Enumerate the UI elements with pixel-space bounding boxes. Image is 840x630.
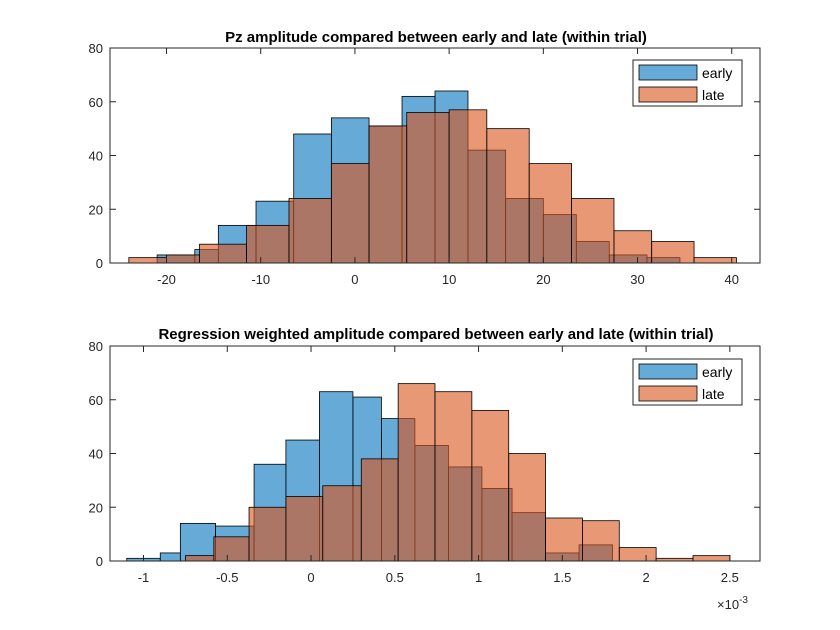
bottom-chart-title: Regression weighted amplitude compared b… [158,326,713,343]
top-bar-late-11 [571,198,615,264]
bottom-bar-late-5 [360,458,399,562]
bottom-histogram-axes: Regression weighted amplitude compared b… [89,326,761,612]
bottom-bar-late-9 [508,453,546,562]
bottom-y-tick-label: 60 [89,393,103,408]
top-y-tick-label: 20 [89,202,103,217]
bottom-legend-swatch-early [638,363,698,380]
bottom-x-tick-label: 0 [307,570,314,585]
top-x-tick-label: 30 [630,272,644,287]
bottom-legend-label-early: early [702,364,732,380]
top-y-tick-label: 0 [96,256,103,271]
bottom-bar-early-1 [159,552,181,562]
bottom-y-tick-label: 80 [89,339,103,354]
bottom-bar-late-3 [285,496,324,562]
bottom-y-tick-label: 40 [89,447,103,462]
bottom-bar-late-7 [434,391,473,562]
top-x-tick-label: 40 [725,272,739,287]
exponent-base: ×10 [717,597,739,612]
top-x-tick-label: -20 [157,272,176,287]
bottom-bar-late-8 [471,410,510,562]
bottom-x-tick-label: 2 [642,570,649,585]
top-x-tick-label: 0 [351,272,358,287]
bottom-bar-late-11 [582,520,620,562]
bottom-legend-swatch-late [638,385,698,402]
top-x-tick-label: 20 [536,272,550,287]
bottom-axes-box [109,345,761,562]
bottom-bar-late-4 [322,485,362,562]
top-bar-late-3 [246,224,290,264]
bottom-legend: early late [632,358,743,406]
top-legend-swatch-early [638,64,698,81]
bottom-bar-late-6 [397,383,436,562]
top-x-tick-label: 10 [442,272,456,287]
bottom-x-tick-label: 2.5 [721,570,739,585]
top-bar-late-10 [528,163,572,264]
bottom-bar-late-12 [618,547,657,562]
bottom-bar-early-2 [179,522,216,562]
top-bar-late-0 [128,257,167,264]
bottom-bar-late-14 [692,555,731,562]
top-bar-late-2 [199,243,247,264]
top-histogram-bars [128,90,737,264]
bottom-x-tick-label: 0.5 [386,570,404,585]
bottom-x-tick-label: 1 [475,570,482,585]
top-bar-late-12 [613,230,653,264]
top-bar-late-9 [486,128,530,264]
bottom-bar-late-2 [248,506,287,562]
top-y-tick-label: 60 [89,95,103,110]
bottom-x-tick-label: 1.5 [553,570,571,585]
top-y-tick-label: 40 [89,149,103,164]
top-legend-label-late: late [702,87,725,103]
bottom-bar-late-1 [213,536,250,562]
top-y-tick-label: 80 [89,41,103,56]
top-bar-late-14 [693,257,737,264]
bottom-axis-ticks: -1 -0.5 0 0.5 1 1.5 2 2.5 0 20 40 60 80 [89,339,760,585]
bottom-x-tick-label: -0.5 [216,570,238,585]
bottom-x-tick-label: -1 [138,570,150,585]
top-bar-late-4 [288,198,332,264]
bottom-histogram-bars [126,383,731,562]
bottom-bar-late-0 [184,555,215,562]
top-legend: early late [632,59,743,107]
top-bar-late-6 [368,125,408,264]
top-bar-late-5 [330,163,370,264]
top-axes-box [109,47,761,264]
top-chart-title: Pz amplitude compared between early and … [225,29,647,46]
top-bar-late-13 [651,241,695,264]
bottom-x-exponent-label: ×10-3 [717,595,748,612]
top-legend-swatch-late [638,86,698,103]
bottom-y-tick-label: 20 [89,500,103,515]
top-legend-label-early: early [702,65,732,81]
exponent-power: -3 [739,595,748,606]
bottom-bar-late-10 [545,517,583,562]
bottom-y-tick-label: 0 [96,554,103,569]
bottom-legend-label-late: late [702,386,725,402]
top-x-tick-label: -10 [251,272,270,287]
top-bar-late-1 [166,254,200,264]
top-histogram-axes: Pz amplitude compared between early and … [89,29,761,287]
top-bar-late-8 [448,109,488,264]
top-bar-late-7 [406,112,450,264]
